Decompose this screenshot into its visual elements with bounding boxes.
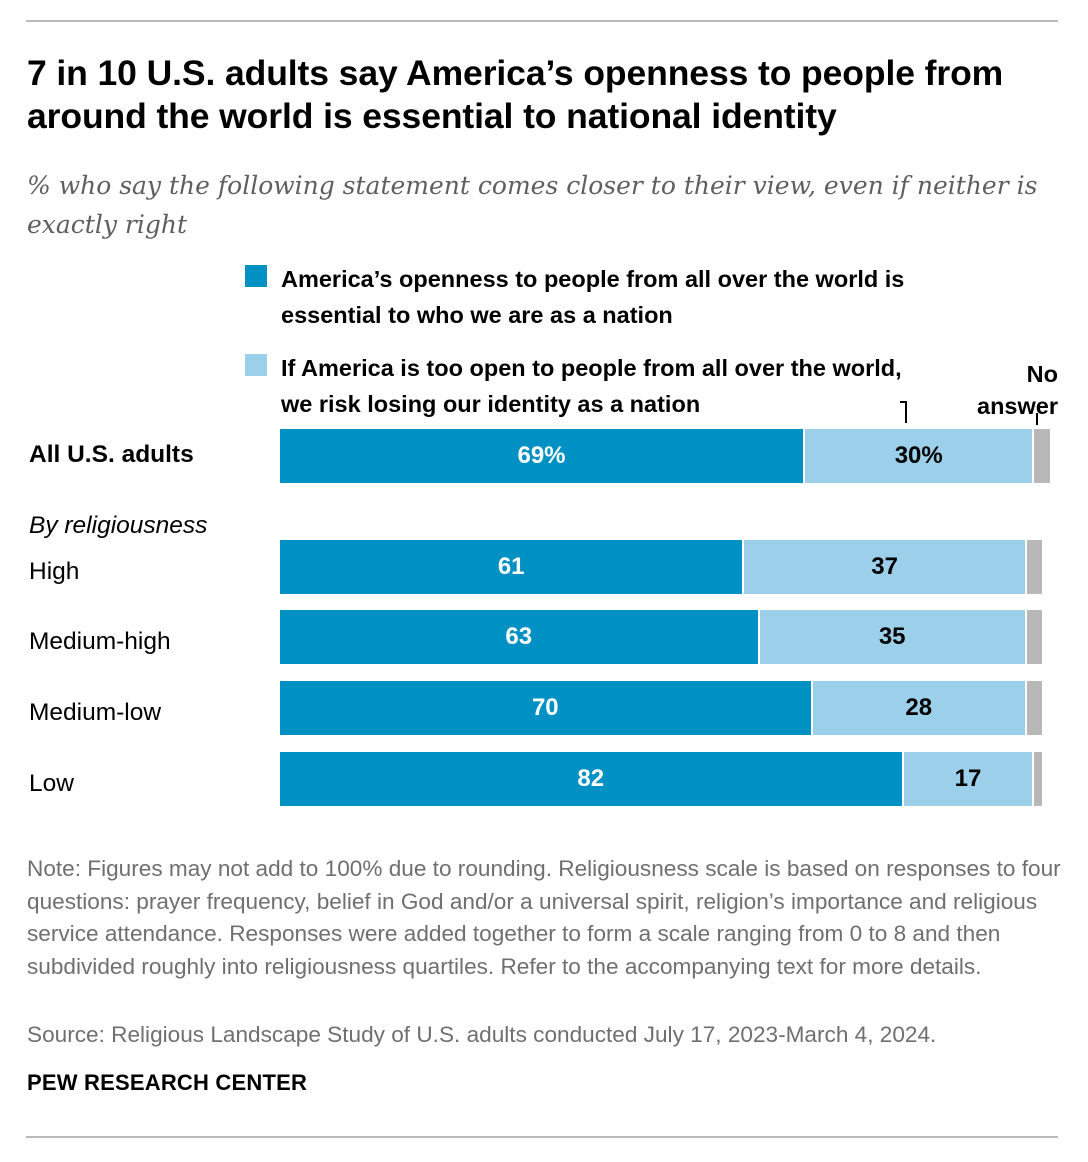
data-label-essential-all-u-s-adults: 69%: [517, 442, 566, 469]
brand-logo-text: PEW RESEARCH CENTER: [27, 1070, 308, 1095]
data-label-too-open-medium-low: 28: [905, 694, 933, 721]
bar-too-open-medium-low: 28: [812, 681, 1025, 735]
legend-swatch-light-blue: [245, 354, 267, 376]
data-label-too-open-medium-high: 35: [878, 623, 906, 650]
legend-label-essential: America’s openness to people from all ov…: [281, 266, 905, 328]
bar-too-open-low: 17: [903, 752, 1033, 806]
bar-too-open-medium-high: 35: [759, 610, 1025, 664]
bottom-rule: [26, 1136, 1058, 1138]
bar-no-answer-low: [1034, 752, 1042, 806]
legend-swatch-dark-blue: [245, 265, 267, 287]
legend-leader-horizontal: [900, 401, 906, 403]
bar-no-answer-all-u-s-adults: [1034, 429, 1050, 483]
data-label-essential-low: 82: [577, 765, 605, 792]
legend-label-no-answer: No answer: [977, 361, 1058, 419]
bar-essential-high: 61: [280, 540, 743, 594]
row-label-all-u-s-adults: All U.S. adults: [29, 441, 194, 468]
legend-item-too-open: If America is too open to people from al…: [245, 350, 921, 422]
chart-source: Source: Religious Landscape Study of U.S…: [27, 1022, 937, 1047]
data-label-essential-medium-high: 63: [505, 623, 533, 650]
group-label-religiousness: By religiousness: [29, 512, 208, 539]
data-label-essential-medium-low: 70: [531, 694, 559, 721]
data-label-too-open-all-u-s-adults: 30%: [894, 442, 943, 469]
bar-essential-all-u-s-adults: 69%: [280, 429, 804, 483]
bar-too-open-high: 37: [744, 540, 1025, 594]
legend-leader-vertical: [905, 401, 907, 423]
top-rule: [26, 20, 1058, 22]
bar-too-open-all-u-s-adults: 30%: [805, 429, 1033, 483]
legend-label-too-open: If America is too open to people from al…: [281, 355, 902, 417]
chart-subtitle: % who say the following statement comes …: [27, 171, 1038, 239]
row-label-low: Low: [29, 770, 74, 797]
data-label-essential-high: 61: [497, 553, 525, 580]
chart-title: 7 in 10 U.S. adults say America’s openne…: [27, 53, 1004, 136]
row-label-high: High: [29, 558, 80, 585]
bar-no-answer-medium-high: [1026, 610, 1042, 664]
bar-essential-medium-low: 70: [280, 681, 811, 735]
row-label-medium-high: Medium-high: [29, 628, 171, 655]
bar-essential-medium-high: 63: [280, 610, 758, 664]
no-answer-leader: [1036, 413, 1038, 425]
row-label-medium-low: Medium-low: [29, 699, 162, 726]
bar-no-answer-high: [1026, 540, 1042, 594]
legend-item-essential: America’s openness to people from all ov…: [245, 261, 921, 333]
data-label-too-open-high: 37: [871, 553, 898, 580]
data-label-too-open-low: 17: [954, 765, 982, 792]
bar-no-answer-medium-low: [1026, 681, 1042, 735]
chart-note: Note: Figures may not add to 100% due to…: [27, 856, 1061, 979]
bar-essential-low: 82: [280, 752, 902, 806]
